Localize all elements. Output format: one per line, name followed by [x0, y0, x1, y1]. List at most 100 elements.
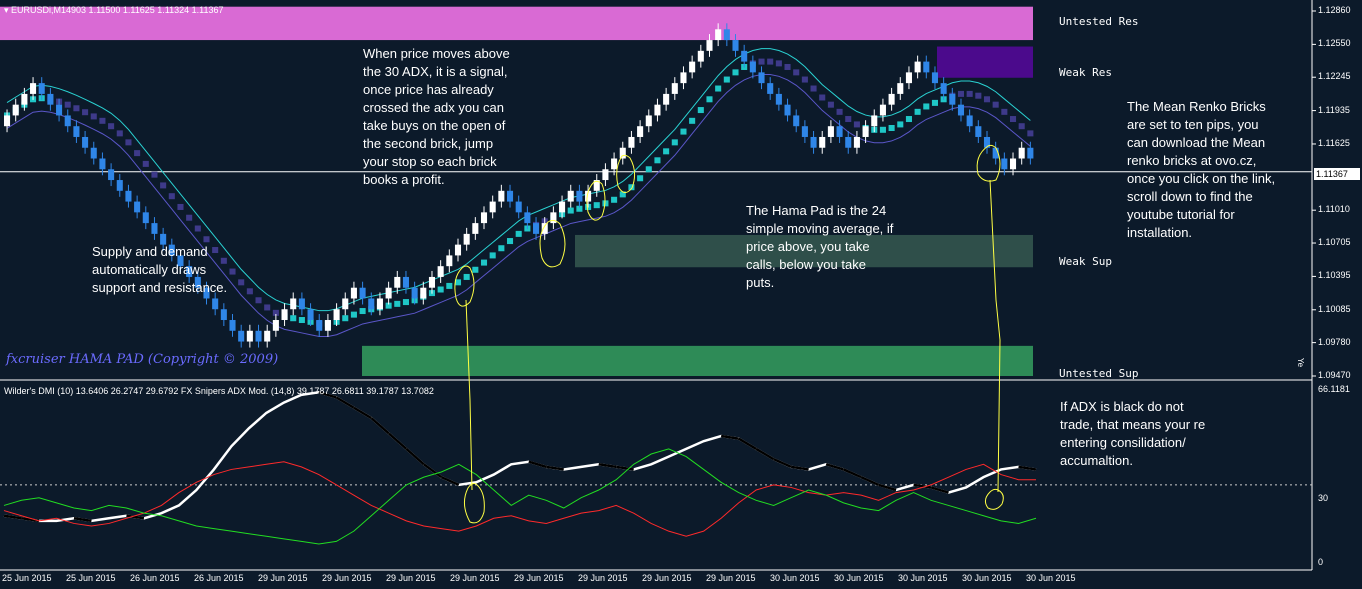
hama-pad-block [689, 117, 696, 124]
brick-up [376, 298, 383, 310]
hama-pad-block [212, 247, 219, 254]
brick-down [229, 320, 236, 331]
brick-down [56, 104, 63, 116]
zone-label-untested-res: Untested Res [1059, 15, 1139, 28]
hama-pad-block [1027, 130, 1034, 137]
hama-pad-block [177, 203, 184, 210]
hand-circle [539, 219, 566, 268]
brick-down [784, 104, 791, 116]
brick-down [949, 93, 956, 105]
brick-up [905, 72, 912, 84]
hama-pad-block [515, 230, 522, 237]
hama-pad-block [272, 309, 279, 316]
hama-pad-block [593, 202, 600, 209]
brick-down [957, 104, 965, 116]
indicator-max-label: 66.1181 [1318, 384, 1350, 394]
brick-up [394, 276, 401, 288]
hama-pad-block [879, 126, 886, 133]
hama-pad-block [836, 108, 843, 115]
hama-pad-block [454, 279, 462, 286]
hama-pad-block [472, 266, 479, 273]
brick-up [290, 298, 297, 310]
hama-pad-block [758, 58, 765, 65]
hama-pad-block [90, 113, 97, 120]
brick-up [480, 212, 488, 224]
hama-pad-block [680, 128, 687, 135]
hama-pad-block [706, 96, 713, 103]
brick-up [264, 330, 271, 342]
brick-down [194, 276, 201, 288]
adx-black-segment [790, 465, 809, 471]
time-tick-label: 29 Jun 2015 [258, 573, 308, 583]
time-tick-label: 30 Jun 2015 [962, 573, 1012, 583]
brick-down [125, 190, 132, 202]
hama-pad-block [975, 92, 982, 99]
brick-up [446, 255, 453, 267]
brick-down [177, 255, 184, 267]
hama-pad-block [853, 121, 860, 128]
brick-down [1001, 158, 1008, 170]
adx-black-segment [73, 517, 92, 523]
adx-black-segment [738, 437, 757, 450]
adx-black-segment [1018, 465, 1037, 471]
hand-circle [976, 144, 1001, 182]
hand-circle [454, 265, 475, 307]
zone-weak-res [937, 46, 1033, 78]
brick-down [767, 83, 774, 94]
brick-down [168, 244, 175, 256]
brick-down [73, 126, 80, 137]
price-tick-label: 1.10705 [1318, 237, 1351, 248]
hama-pad-block [671, 139, 678, 146]
hama-pad-block [637, 175, 644, 182]
hama-pad-block [628, 184, 635, 191]
price-tick-label: 1.09470 [1318, 370, 1351, 380]
adx-black-segment [318, 391, 337, 399]
time-tick-label: 29 Jun 2015 [450, 573, 500, 583]
hama-pad-block [116, 130, 123, 137]
brick-down [255, 330, 262, 342]
brick-down [402, 276, 409, 288]
adx-black-segment [598, 463, 617, 469]
brick-up [628, 136, 635, 148]
brick-down [359, 287, 366, 299]
brick-down [134, 201, 141, 213]
hama-pad-block [186, 214, 193, 221]
brick-up [454, 244, 462, 256]
brick-up [559, 201, 566, 213]
adx-black-segment [353, 406, 372, 420]
hama-pad-block [784, 63, 791, 70]
brick-down [38, 83, 45, 94]
time-tick-label: 30 Jun 2015 [834, 573, 884, 583]
brick-up [819, 136, 826, 148]
brick-up [385, 287, 392, 299]
hand-circle [616, 154, 636, 193]
adx-black-segment [3, 514, 22, 520]
time-tick-label: 29 Jun 2015 [642, 573, 692, 583]
brick-down [940, 83, 947, 94]
brick-up [333, 309, 340, 321]
brick-down [741, 50, 748, 62]
brick-up [611, 158, 618, 170]
hama-pad-block [645, 166, 652, 173]
brick-down [801, 126, 808, 137]
hama-pad-block [767, 58, 774, 65]
brick-down [524, 212, 531, 224]
hama-pad-block [82, 109, 89, 116]
hama-pad-block [73, 105, 80, 112]
hama-pad-block [255, 297, 262, 304]
brick-up [593, 180, 600, 191]
time-tick-label: 30 Jun 2015 [770, 573, 820, 583]
hama-pad-block [203, 236, 210, 243]
brick-down [212, 298, 219, 310]
adx-black-segment [440, 476, 460, 487]
brick-up [654, 104, 661, 116]
adx-black-segment [126, 514, 145, 520]
brick-down [64, 115, 71, 127]
brick-up [706, 40, 713, 51]
brick-down [307, 309, 314, 321]
hama-pad-block [64, 101, 71, 108]
brick-up [715, 29, 722, 41]
hama-pad-block [160, 182, 167, 189]
